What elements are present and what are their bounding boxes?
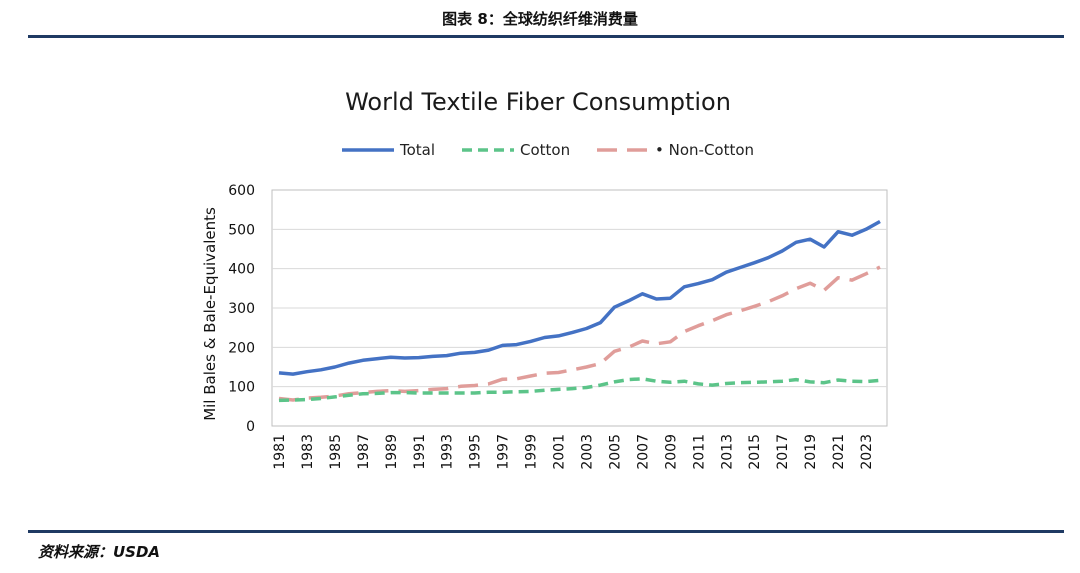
x-tick-label: 1983	[300, 434, 316, 470]
legend-item-total: Total	[342, 141, 435, 159]
x-tick-label: 2023	[859, 434, 875, 470]
y-tick-label: 400	[228, 262, 255, 278]
x-tick-label: 1985	[328, 434, 344, 470]
x-tick-label: 1997	[496, 434, 512, 470]
x-tick-label: 1999	[524, 434, 540, 470]
x-tick-label: 2015	[747, 434, 763, 470]
x-tick-label: 2003	[579, 434, 595, 470]
bottom-divider	[28, 530, 1064, 533]
x-tick-label: 1981	[272, 434, 288, 470]
legend-label-total: Total	[399, 141, 435, 159]
legend-label-cotton: Cotton	[520, 141, 570, 159]
y-tick-label: 300	[228, 301, 255, 317]
legend-item-cotton: Cotton	[462, 141, 570, 159]
x-tick-label: 1987	[356, 434, 372, 470]
series-line-non-cotton	[278, 265, 881, 402]
y-tick-label: 600	[228, 183, 255, 199]
gridlines	[272, 228, 887, 388]
figure-title: 图表 8：全球纺织纤维消费量	[442, 10, 638, 28]
x-tick-label: 2017	[775, 434, 791, 470]
legend: Total Cotton • Non-Cotton	[342, 141, 754, 159]
x-axis-ticks: 1981 1983 1985 1987 1989 1991 1993 1995 1997 1999…	[272, 434, 875, 470]
series-line-cotton	[278, 377, 881, 403]
series-line-total	[278, 219, 881, 376]
top-divider	[28, 35, 1064, 38]
y-axis-ticks: 0 100 200 300 400 500 600	[228, 183, 255, 435]
x-tick-label: 1989	[384, 434, 400, 470]
y-axis-label: Mil Bales & Bale-Equivalents	[201, 207, 219, 421]
legend-label-non-cotton: • Non-Cotton	[655, 141, 754, 159]
x-tick-label: 1991	[412, 434, 428, 470]
y-tick-label: 100	[228, 380, 255, 396]
legend-item-non-cotton: • Non-Cotton	[597, 141, 754, 159]
x-tick-label: 2005	[607, 434, 623, 470]
x-tick-label: 2009	[663, 434, 679, 470]
source-note: 资料来源：USDA	[38, 543, 161, 561]
x-tick-label: 1993	[440, 434, 456, 470]
x-tick-label: 2013	[719, 434, 735, 470]
x-tick-label: 1995	[468, 434, 484, 470]
x-tick-label: 2001	[552, 434, 568, 470]
x-tick-label: 2021	[831, 434, 847, 470]
y-tick-label: 500	[228, 222, 255, 238]
x-tick-label: 2011	[691, 434, 707, 470]
series-lines	[278, 219, 881, 403]
x-tick-label: 2007	[635, 434, 651, 470]
y-tick-label: 200	[228, 340, 255, 356]
line-chart: World Textile Fiber Consumption Total Co…	[201, 88, 888, 470]
x-tick-label: 2019	[803, 434, 819, 470]
chart-title: World Textile Fiber Consumption	[345, 88, 731, 116]
y-tick-label: 0	[246, 419, 255, 435]
